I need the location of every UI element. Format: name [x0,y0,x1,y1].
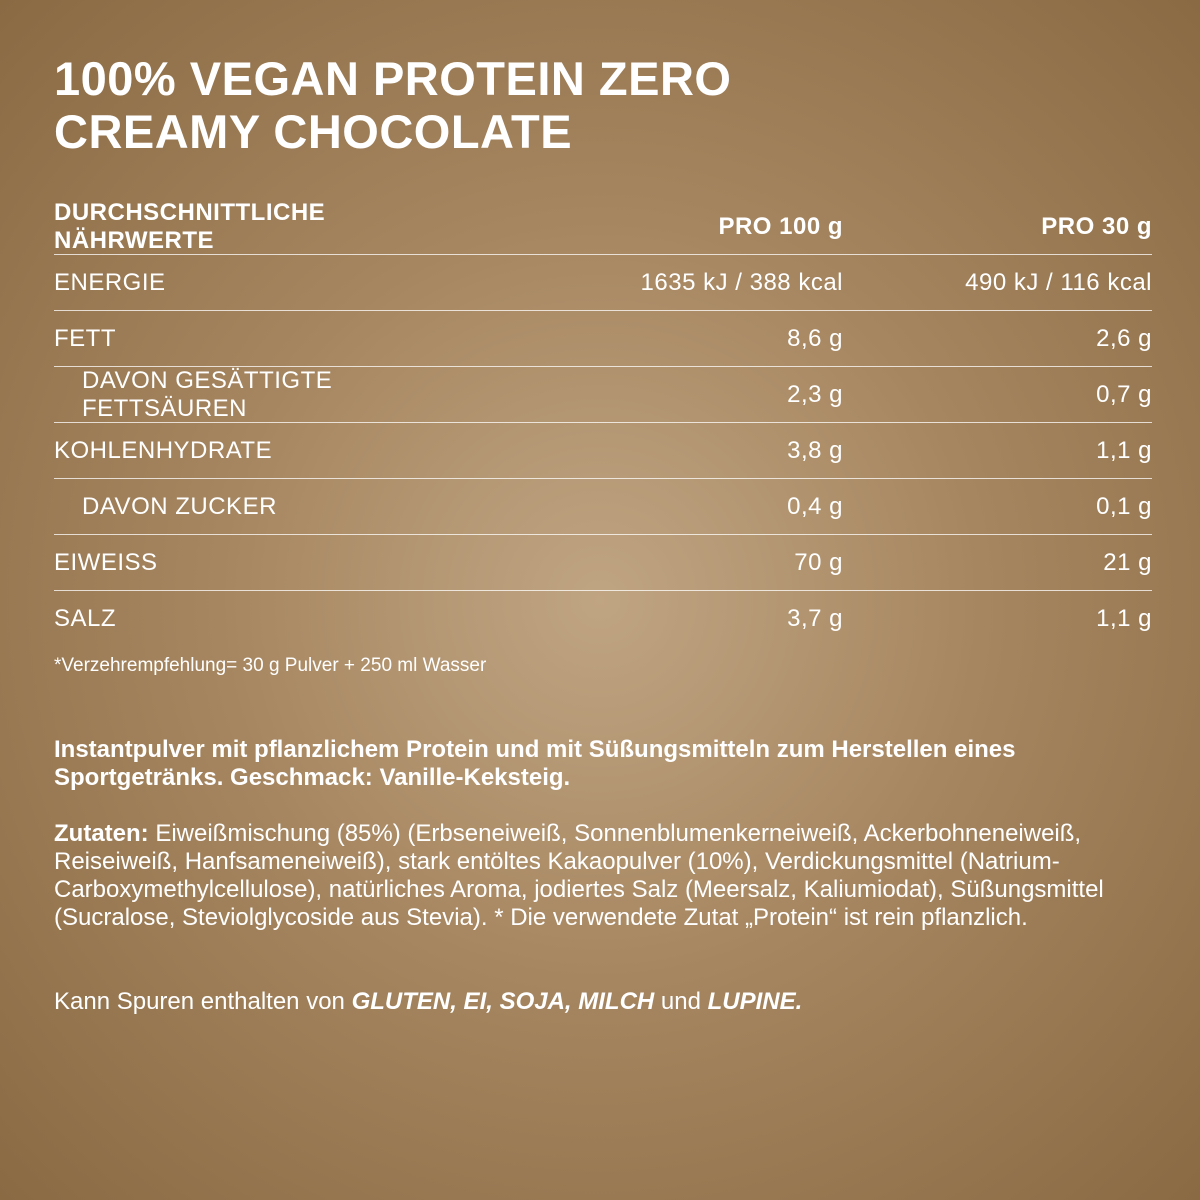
cell: 0,1 g [1096,492,1152,520]
table-row: FETT 8,6 g 2,6 g [54,311,1152,367]
cell: 3,7 g [787,604,843,632]
allergens-joiner: und [654,988,708,1015]
description: Instantpulver mit pflanzlichem Protein u… [54,736,1016,791]
table-row: DAVON ZUCKER 0,4 g 0,1 g [54,479,1152,535]
cell: 8,6 g [787,324,843,352]
cell: FETT [54,324,116,352]
table-row: KOHLENHYDRATE 3,8 g 1,1 g [54,423,1152,479]
cell: KOHLENHYDRATE [54,436,273,464]
cell: 2,3 g [787,380,843,408]
table-row: ENERGIE 1635 kJ / 388 kcal 490 kJ / 116 kc… [54,255,1152,311]
cell: 1635 kJ / 388 kcal [640,268,843,296]
nutrition-table: DURCHSCHNITTLICHE NÄHRWERTE PRO 100 g PR… [54,199,1152,646]
cell: 0,7 g [1096,380,1152,408]
cell: SALZ [54,604,117,632]
cell: 1,1 g [1096,604,1152,632]
cell: 490 kJ / 116 kcal [965,268,1152,296]
header-cell: PRO 30 g [1041,212,1152,240]
cell: EIWEISS [54,548,158,576]
cell: 70 g [794,548,843,576]
cell: DAVON GESÄTTIGTE FETTSÄUREN [82,366,333,422]
table-row: EIWEISS 70 g 21 g [54,535,1152,591]
cell: 3,8 g [787,436,843,464]
cell: 1,1 g [1096,436,1152,464]
header-cell: PRO 100 g [718,212,843,240]
allergens-last: LUPINE. [707,988,803,1015]
table-header: DURCHSCHNITTLICHE NÄHRWERTE PRO 100 g PR… [54,199,1152,255]
table-row: SALZ 3,7 g 1,1 g [54,591,1152,646]
ingredients-label: Zutaten: [54,820,149,847]
ingredients: Zutaten: Eiweißmischung (85%) (Erbseneiw… [54,820,1134,932]
cell: ENERGIE [54,268,166,296]
allergens-prefix: Kann Spuren enthalten von [54,988,352,1015]
cell: 2,6 g [1096,324,1152,352]
allergens: Kann Spuren enthalten von GLUTEN, EI, SO… [54,988,802,1016]
title: 100% VEGAN PROTEIN ZERO CREAMY CHOCOLATE [54,52,732,158]
cell: 0,4 g [787,492,843,520]
title-line: CREAMY CHOCOLATE [54,105,573,158]
footnote: *Verzehrempfehlung= 30 g Pulver + 250 ml… [54,655,487,676]
cell: DAVON ZUCKER [82,492,277,520]
cell: 21 g [1103,548,1152,576]
ingredients-text: Eiweißmischung (85%) (Erbseneiweiß, Sonn… [54,820,1104,931]
title-line: 100% VEGAN PROTEIN ZERO [54,52,732,105]
allergens-items: GLUTEN, EI, SOJA, MILCH [351,988,655,1015]
header-cell: DURCHSCHNITTLICHE NÄHRWERTE [54,198,326,254]
table-row: DAVON GESÄTTIGTE FETTSÄUREN 2,3 g 0,7 g [54,367,1152,423]
